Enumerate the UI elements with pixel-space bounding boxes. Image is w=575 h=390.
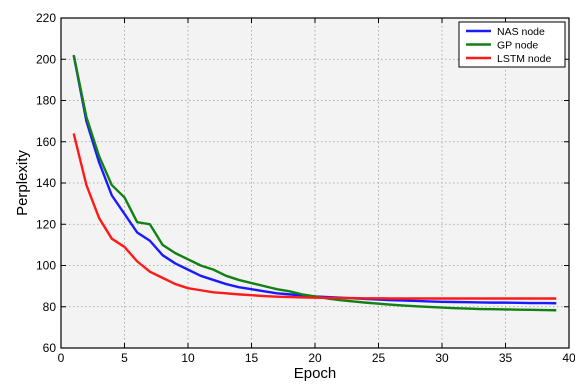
x-tick-label: 10 — [181, 351, 195, 365]
y-tick-label: 200 — [36, 52, 56, 66]
legend-label-gp-node: GP node — [497, 40, 538, 52]
x-tick-label: 15 — [245, 351, 259, 365]
x-tick-label: 40 — [562, 351, 575, 365]
y-tick-label: 220 — [36, 11, 56, 25]
series-line-gp-node — [72, 54, 557, 312]
legend-label-nas-node: NAS node — [497, 26, 545, 38]
y-tick-label: 180 — [36, 94, 56, 108]
y-tick-label: 100 — [36, 259, 56, 273]
x-tick-label: 25 — [372, 351, 386, 365]
y-tick-label: 60 — [43, 341, 57, 355]
legend-label-lstm-node: LSTM node — [497, 53, 551, 65]
series-lines — [72, 54, 557, 312]
x-tick-label: 20 — [308, 351, 322, 365]
x-tick-label: 0 — [58, 351, 65, 365]
axis-ticks: 0 5 10 15 20 25 30 35 40 60 80 100 120 140 160 180 200 22… — [36, 11, 575, 365]
x-tick-label: 5 — [121, 351, 128, 365]
x-axis-label: Epoch — [294, 365, 337, 382]
series-line-lstm-node — [72, 133, 557, 300]
y-tick-label: 160 — [36, 135, 56, 149]
y-tick-label: 80 — [43, 300, 57, 314]
y-axis-label: Perplexity — [14, 150, 31, 216]
y-tick-label: 120 — [36, 217, 56, 231]
x-tick-label: 30 — [435, 351, 449, 365]
x-tick-label: 35 — [499, 351, 513, 365]
y-tick-label: 140 — [36, 176, 56, 190]
